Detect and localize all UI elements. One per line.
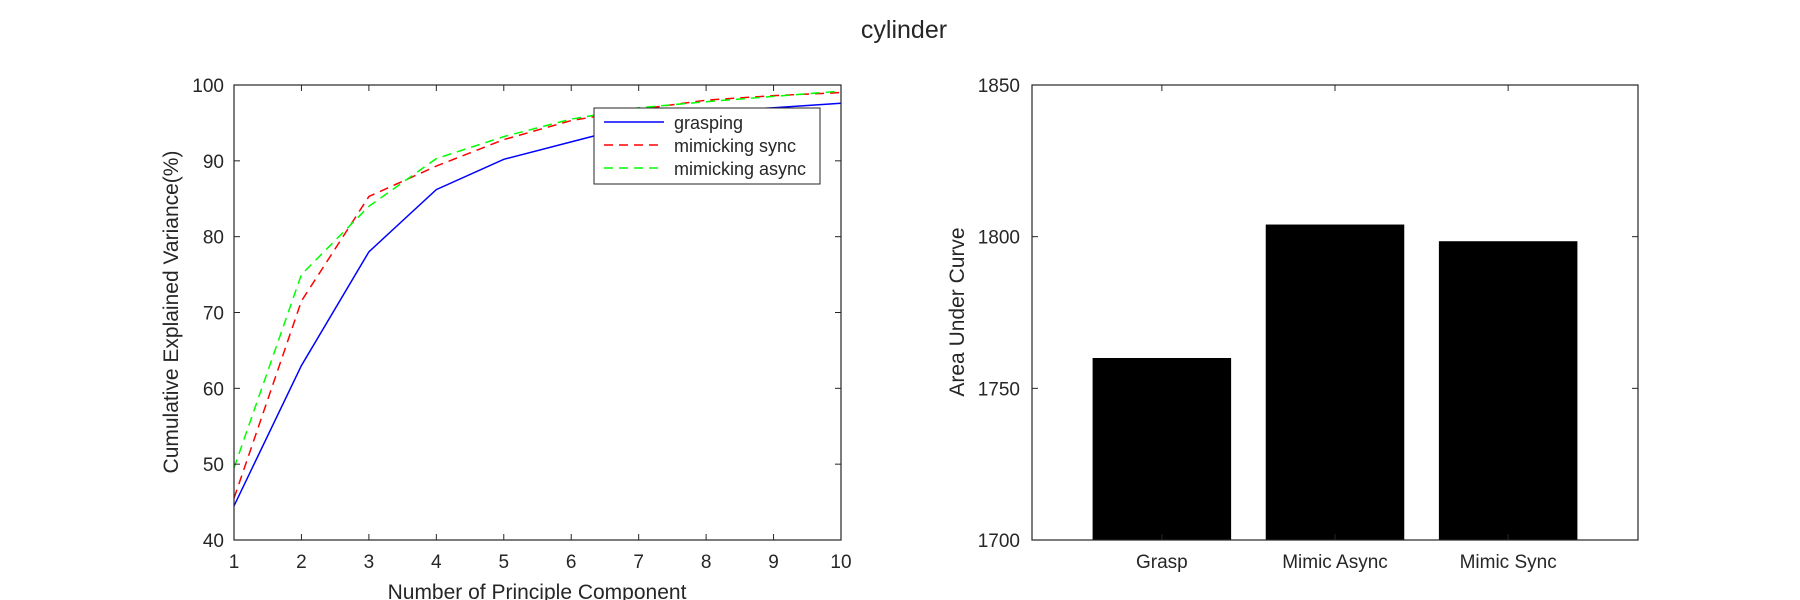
line-x-tick-label: 5 (498, 552, 509, 573)
line-x-tick-label: 1 (229, 552, 240, 573)
line-chart: 1 2 3 4 5 6 7 8 9 10 40 50 60 70 80 90 100 Number of Pri… (160, 76, 852, 600)
line-x-tick-label: 9 (768, 552, 779, 573)
line-x-axis-label: Number of Principle Component (388, 581, 687, 600)
legend-label-grasping: grasping (674, 113, 743, 133)
line-x-tick-label: 4 (431, 552, 442, 573)
bar-mimic-sync (1438, 241, 1578, 540)
line-legend: grasping mimicking sync mimicking async (593, 107, 821, 185)
line-x-tick-label: 7 (633, 552, 644, 573)
bar-x-tick-label: Mimic Async (1282, 552, 1388, 573)
line-x-tick-label: 10 (830, 552, 851, 573)
bar-x-tick-label: Mimic Sync (1460, 552, 1557, 573)
bar-y-axis-label: Area Under Curve (946, 227, 969, 396)
bar-y-tick-label: 1850 (978, 76, 1020, 97)
figure-title: cylinder (861, 16, 947, 44)
line-x-tick-label: 3 (364, 552, 375, 573)
bar-y-tick-label: 1700 (978, 531, 1020, 552)
line-y-tick-label: 40 (203, 531, 224, 552)
bar-chart: 1700 1750 1800 1850 Grasp Mimic Async Mimic Sy… (946, 76, 1639, 573)
bar-group (1092, 224, 1578, 541)
line-x-tick-label: 2 (296, 552, 307, 573)
line-x-tick-label: 8 (701, 552, 712, 573)
line-y-tick-label: 70 (203, 304, 224, 325)
legend-box (593, 107, 821, 185)
legend-label-mimicking-sync: mimicking sync (674, 136, 796, 156)
line-y-tick-label: 90 (203, 152, 224, 173)
line-y-tick-label: 80 (203, 228, 224, 249)
line-y-tick-label: 100 (192, 76, 224, 97)
bar-y-tick-label: 1750 (978, 379, 1020, 400)
line-y-tick-label: 60 (203, 379, 224, 400)
legend-label-mimicking-async: mimicking async (674, 159, 806, 179)
series-line-mimicking-sync (233, 91, 842, 499)
bar-axes: 1700 1750 1800 1850 Grasp Mimic Async Mimic Sy… (978, 76, 1638, 573)
bar-mimic-async (1265, 224, 1405, 541)
line-axes: 1 2 3 4 5 6 7 8 9 10 40 50 60 70 80 90 100 (192, 76, 851, 573)
bar-x-tick-label: Grasp (1136, 552, 1188, 573)
line-x-tick-label: 6 (566, 552, 577, 573)
bar-grasp (1092, 358, 1232, 540)
series-line-mimicking-async (233, 90, 842, 469)
line-y-axis-label: Cumulative Explained Variance(%) (160, 151, 183, 474)
bar-y-tick-label: 1800 (978, 228, 1020, 249)
line-y-tick-label: 50 (203, 455, 224, 476)
